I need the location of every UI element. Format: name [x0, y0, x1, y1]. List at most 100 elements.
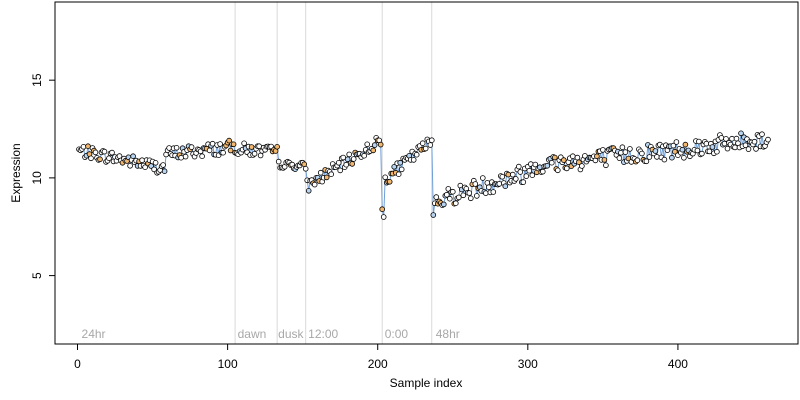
data-point: [182, 153, 189, 160]
data-point: [220, 149, 226, 156]
data-point: [92, 149, 99, 156]
data-point: [753, 146, 759, 152]
data-point: [560, 157, 567, 163]
data-point: [398, 166, 405, 173]
data-point: [160, 162, 166, 168]
data-point: [227, 147, 234, 154]
data-point: [344, 156, 351, 163]
data-point: [427, 142, 434, 148]
data-point: [603, 162, 609, 169]
y-tick-label: 15: [30, 73, 44, 87]
data-point: [539, 168, 546, 175]
data-point: [634, 157, 641, 164]
data-point: [395, 171, 402, 178]
data-point: [455, 194, 462, 201]
data-point: [419, 140, 426, 147]
x-tick-label: 100: [218, 357, 238, 371]
data-point: [502, 183, 509, 190]
data-point: [449, 188, 456, 195]
data-point: [166, 145, 172, 151]
annotation-label: 24hr: [82, 327, 106, 341]
data-point: [188, 144, 195, 150]
data-point: [301, 161, 308, 168]
data-point: [536, 164, 543, 171]
data-point: [729, 135, 735, 142]
data-point: [382, 174, 389, 181]
data-point: [485, 184, 492, 191]
y-axis: 5 10 15: [30, 73, 56, 279]
data-point: [428, 137, 435, 144]
data-point: [335, 160, 342, 166]
annotation-label: 48hr: [436, 327, 460, 341]
data-point: [206, 147, 213, 154]
data-point: [721, 140, 728, 147]
data-point: [130, 153, 136, 160]
data-point: [532, 161, 539, 168]
data-point: [694, 147, 701, 154]
data-point: [569, 153, 576, 160]
data-point: [370, 147, 377, 154]
data-point: [706, 148, 713, 155]
data-point: [601, 157, 608, 163]
y-tick-label: 5: [30, 272, 44, 279]
data-point: [512, 176, 519, 182]
data-point: [161, 168, 168, 175]
data-point: [209, 140, 216, 147]
data-point: [594, 153, 600, 160]
x-tick-label: 200: [368, 357, 388, 371]
data-point: [646, 154, 653, 160]
data-point: [256, 143, 262, 150]
data-point: [738, 130, 744, 137]
data-point: [681, 155, 687, 161]
data-point: [622, 149, 629, 155]
data-point: [397, 159, 404, 166]
data-point: [109, 149, 115, 156]
data-point: [714, 148, 720, 155]
data-point: [251, 151, 258, 157]
data-point: [466, 190, 473, 196]
segment-boundaries: [234, 2, 433, 344]
data-point: [661, 156, 668, 163]
data-point: [509, 171, 516, 178]
data-point: [479, 175, 486, 181]
data-point: [446, 195, 453, 202]
data-point: [505, 171, 512, 178]
data-point: [346, 151, 353, 158]
data-point: [526, 167, 533, 174]
data-point: [274, 144, 280, 150]
data-point: [410, 157, 417, 163]
data-point: [576, 159, 582, 166]
data-point: [742, 142, 749, 149]
data-point: [499, 174, 506, 180]
data-point: [317, 169, 324, 176]
data-point: [682, 141, 689, 148]
data-point: [652, 148, 659, 154]
data-point: [490, 189, 497, 195]
y-tick-label: 10: [30, 171, 44, 185]
data-point: [745, 146, 752, 152]
data-point: [551, 154, 558, 161]
data-point: [709, 144, 716, 150]
data-point: [413, 151, 420, 158]
data-point: [305, 188, 312, 194]
data-point: [422, 145, 429, 152]
annotation-label: dusk: [278, 327, 304, 341]
segment-annotations: 24hr dawn dusk 12:00 0:00 48hr: [82, 327, 460, 341]
data-point: [391, 164, 398, 170]
data-point: [433, 194, 440, 200]
data-point: [579, 163, 585, 169]
data-point: [350, 156, 357, 162]
data-point: [520, 179, 527, 185]
data-point: [311, 181, 318, 188]
data-point: [554, 167, 561, 174]
data-point: [548, 159, 555, 166]
data-point: [173, 145, 180, 151]
data-point: [80, 144, 87, 150]
y-axis-title: Expression: [9, 143, 23, 202]
data-point: [88, 155, 94, 162]
data-point: [380, 214, 387, 220]
x-tick-label: 0: [74, 357, 81, 371]
data-point: [386, 179, 393, 185]
data-point: [151, 166, 157, 173]
